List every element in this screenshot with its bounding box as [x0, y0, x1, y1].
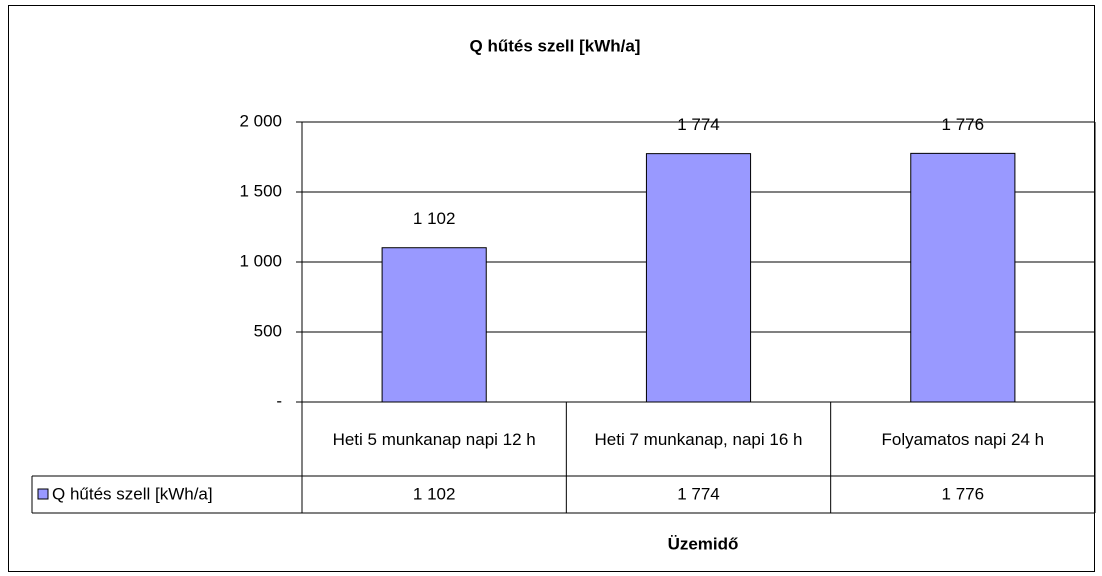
cell-text: Heti 5 munkanap napi 12 h [332, 430, 536, 449]
bar [645, 153, 752, 403]
table-value: 1 102 [413, 484, 456, 503]
cell-text: Heti 7 munkanap, napi 16 h [594, 430, 803, 449]
y-tick-label: - [276, 391, 282, 410]
table-value: 1 776 [942, 484, 985, 503]
y-tick-label: 500 [254, 321, 282, 340]
table-value: 1 774 [677, 484, 720, 503]
legend-swatch [37, 488, 49, 500]
table-cell: Heti 7 munkanap, napi 16 h [594, 430, 803, 449]
chart-title: Q hűtés szell [kWh/a] [470, 36, 641, 55]
y-tick-label: 1 000 [239, 251, 282, 270]
x-axis-label: Üzemidő [668, 534, 739, 553]
bar [381, 247, 487, 403]
data-label: 1 102 [413, 209, 456, 228]
bar [910, 152, 1016, 403]
legend-label: Q hűtés szell [kWh/a] [52, 484, 213, 503]
cell-text: Folyamatos napi 24 h [881, 430, 1045, 449]
table-cell: Folyamatos napi 24 h [881, 430, 1045, 449]
y-tick-label: 1 500 [239, 181, 282, 200]
data-label: 1 776 [942, 115, 985, 134]
y-tick-label: 2 000 [239, 111, 282, 130]
table-cell: Heti 5 munkanap napi 12 h [332, 430, 536, 449]
data-label: 1 774 [677, 115, 720, 134]
